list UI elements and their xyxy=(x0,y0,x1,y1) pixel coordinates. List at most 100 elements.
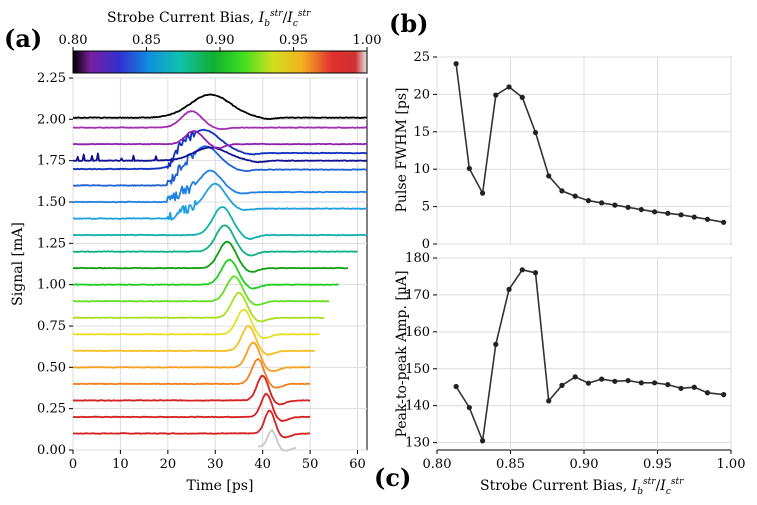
data-point xyxy=(651,380,658,386)
x-tick-label: 20 xyxy=(160,457,177,472)
panel-a-xlabel: Time [ps] xyxy=(187,478,254,494)
y-tick-label: 1.50 xyxy=(37,195,66,210)
y-tick-label: 2.00 xyxy=(37,112,66,127)
y-tick-label: 140 xyxy=(405,399,430,414)
colorbar-ticks: 0.80 0.85 0.90 0.95 1.00 xyxy=(59,33,382,51)
y-tick-label: 0 xyxy=(422,237,430,252)
waveform-line xyxy=(72,93,368,121)
data-point xyxy=(519,94,525,100)
y-tick-label: 160 xyxy=(405,325,430,340)
waveform-line xyxy=(72,240,349,273)
waveform-line xyxy=(72,182,368,221)
data-point xyxy=(651,209,658,215)
colorbar-tick-label: 0.90 xyxy=(206,33,235,48)
y-tick-label: 170 xyxy=(405,288,430,303)
waveform-line xyxy=(72,291,325,323)
y-tick-label: 20 xyxy=(413,87,430,102)
panel-label-a: (a) xyxy=(4,24,42,53)
y-tick-label: 1.75 xyxy=(37,154,66,169)
data-point xyxy=(612,202,618,208)
colorbar-tick-label: 0.80 xyxy=(59,33,88,48)
waveform-line xyxy=(257,429,297,452)
waveform-line xyxy=(72,206,368,240)
panel-c-amplitude: 0.80 0.85 0.90 0.95 1.00 130140150160170180 … xyxy=(394,251,745,497)
panel-a-ylabel: Signal [mA] xyxy=(10,222,26,306)
x-tick-label: 1.00 xyxy=(717,457,746,472)
y-tick-label: 0.50 xyxy=(37,360,66,375)
data-point xyxy=(479,190,486,196)
y-tick-label: 0.75 xyxy=(37,319,66,334)
waveform-line xyxy=(72,169,367,204)
panel-c-yticks: 130 140 150 160 170 180 xyxy=(405,251,437,451)
data-point xyxy=(572,193,578,199)
data-point xyxy=(612,378,618,384)
y-tick-label: 15 xyxy=(413,125,430,140)
data-point xyxy=(506,84,512,90)
data-point xyxy=(678,212,684,218)
waveform-line xyxy=(72,224,358,257)
data-point xyxy=(678,385,684,391)
data-point xyxy=(466,165,472,172)
data-point xyxy=(665,210,671,216)
data-point xyxy=(599,200,605,206)
x-tick-label: 50 xyxy=(302,457,319,472)
waveform-line xyxy=(72,392,311,422)
panel-b-fwhm: 0 5 10 15 20 25 Pulse FWHM [ps] xyxy=(394,50,732,252)
x-tick-label: 30 xyxy=(207,457,224,472)
data-point xyxy=(585,198,592,204)
data-point xyxy=(546,398,552,404)
waveform-line xyxy=(72,409,311,439)
data-point xyxy=(519,267,525,273)
waveform-line xyxy=(72,128,368,171)
y-tick-label: 10 xyxy=(413,162,430,177)
data-point xyxy=(599,376,605,382)
panel-a-yticks: 0.00 0.25 0.50 0.75 1.00 1.25 1.50 1.75 2.00 2.25 xyxy=(37,71,73,458)
colorbar-label: Strobe Current Bias, Ibstr/Icstr xyxy=(107,9,311,29)
data-point xyxy=(506,286,512,292)
waveform-line xyxy=(72,324,316,356)
colorbar: Strobe Current Bias, Ibstr/Icstr 0.80 0.8… xyxy=(59,9,382,74)
panel-a-xticks: 0 10 20 30 40 50 60 xyxy=(69,450,366,472)
data-point xyxy=(559,188,565,194)
waveform-line xyxy=(72,341,311,373)
data-point xyxy=(453,383,459,390)
y-tick-label: 25 xyxy=(413,50,430,65)
y-tick-label: 2.25 xyxy=(37,71,66,86)
x-tick-label: 40 xyxy=(254,457,271,472)
x-tick-label: 0.85 xyxy=(496,457,525,472)
waveform-line xyxy=(72,374,311,406)
x-tick-label: 60 xyxy=(349,457,366,472)
panel-b-grid xyxy=(436,56,732,245)
x-tick-label: 10 xyxy=(112,457,129,472)
panel-c-series xyxy=(453,267,727,444)
data-point xyxy=(638,380,644,386)
data-point xyxy=(466,404,472,411)
data-point xyxy=(691,384,697,390)
colorbar-gradient xyxy=(72,50,368,74)
colorbar-tick-label: 1.00 xyxy=(353,33,382,48)
data-point xyxy=(665,382,671,388)
y-tick-label: 130 xyxy=(405,436,430,451)
data-point xyxy=(546,173,552,179)
waveform-line xyxy=(72,275,330,306)
data-point xyxy=(691,214,697,220)
data-point xyxy=(638,206,644,213)
y-tick-label: 1.25 xyxy=(37,236,66,251)
panel-c-xlabel: Strobe Current Bias, Ibstr/Icstr xyxy=(480,477,684,497)
y-tick-label: 150 xyxy=(405,362,430,377)
data-point xyxy=(585,380,592,386)
panel-label-c: (c) xyxy=(374,463,411,492)
x-tick-label: 0.90 xyxy=(570,457,599,472)
data-point xyxy=(493,341,499,347)
waveform-line xyxy=(72,110,368,131)
panel-b-ylabel: Pulse FWHM [ps] xyxy=(394,87,410,212)
panel-a-frame xyxy=(72,77,368,451)
colorbar-tick-label: 0.85 xyxy=(132,33,161,48)
data-point xyxy=(532,129,539,136)
colorbar-tick-label: 0.95 xyxy=(279,33,308,48)
x-tick-label: 0.95 xyxy=(643,457,672,472)
data-point xyxy=(453,61,459,67)
waveform-line xyxy=(72,357,311,389)
data-point xyxy=(559,382,565,388)
